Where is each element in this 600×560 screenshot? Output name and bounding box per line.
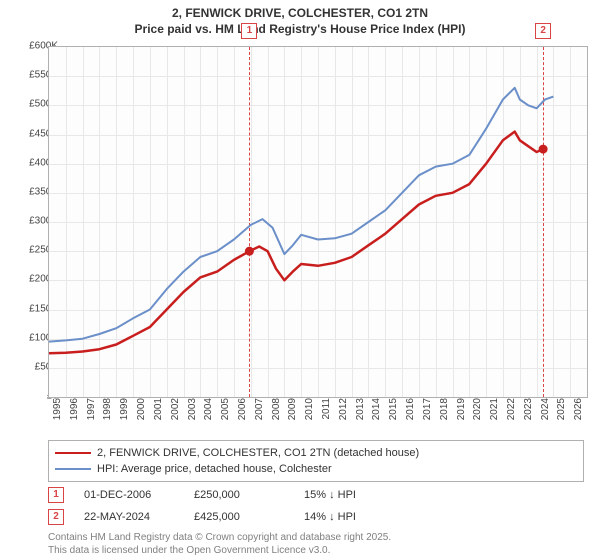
series-hpi bbox=[49, 88, 553, 342]
title-line-1: 2, FENWICK DRIVE, COLCHESTER, CO1 2TN bbox=[0, 6, 600, 22]
copyright-line-2: This data is licensed under the Open Gov… bbox=[48, 545, 391, 558]
x-tick-label: 2020 bbox=[472, 398, 483, 420]
series-lines bbox=[49, 47, 587, 397]
x-tick-label: 2025 bbox=[556, 398, 567, 420]
event-marker-icon: 2 bbox=[48, 509, 64, 525]
legend-swatch bbox=[55, 468, 91, 471]
sale-dot bbox=[245, 247, 253, 255]
event-date: 01-DEC-2006 bbox=[84, 489, 174, 501]
x-tick-label: 1999 bbox=[119, 398, 130, 420]
x-tick-label: 2011 bbox=[321, 398, 332, 420]
x-tick-label: 1995 bbox=[52, 398, 63, 420]
x-tick-label: 2007 bbox=[254, 398, 265, 420]
legend-label: HPI: Average price, detached house, Colc… bbox=[97, 461, 332, 477]
x-tick-label: 1996 bbox=[69, 398, 80, 420]
x-tick-label: 2004 bbox=[203, 398, 214, 420]
x-tick-label: 2022 bbox=[506, 398, 517, 420]
x-tick-label: 2018 bbox=[439, 398, 450, 420]
legend: 2, FENWICK DRIVE, COLCHESTER, CO1 2TN (d… bbox=[48, 440, 584, 482]
x-tick-label: 2000 bbox=[136, 398, 147, 420]
x-tick-label: 2008 bbox=[271, 398, 282, 420]
x-tick-label: 2015 bbox=[388, 398, 399, 420]
x-tick-label: 2009 bbox=[287, 398, 298, 420]
x-tick-label: 2005 bbox=[220, 398, 231, 420]
x-tick-label: 2013 bbox=[355, 398, 366, 420]
event-price: £425,000 bbox=[194, 511, 284, 523]
chart-container: 2, FENWICK DRIVE, COLCHESTER, CO1 2TN Pr… bbox=[0, 0, 600, 560]
legend-row: 2, FENWICK DRIVE, COLCHESTER, CO1 2TN (d… bbox=[55, 445, 577, 461]
x-tick-label: 2012 bbox=[338, 398, 349, 420]
x-tick-label: 2016 bbox=[405, 398, 416, 420]
x-tick-label: 2014 bbox=[371, 398, 382, 420]
x-tick-label: 2003 bbox=[187, 398, 198, 420]
marker-box: 1 bbox=[241, 23, 257, 39]
x-tick-label: 1998 bbox=[102, 398, 113, 420]
event-row: 1 01-DEC-2006 £250,000 15% ↓ HPI bbox=[48, 484, 584, 506]
sale-dot bbox=[539, 145, 547, 153]
event-row: 2 22-MAY-2024 £425,000 14% ↓ HPI bbox=[48, 506, 584, 528]
x-tick-label: 2002 bbox=[170, 398, 181, 420]
x-tick-label: 2017 bbox=[422, 398, 433, 420]
event-delta: 15% ↓ HPI bbox=[304, 489, 394, 501]
event-price: £250,000 bbox=[194, 489, 284, 501]
event-marker-icon: 1 bbox=[48, 487, 64, 503]
event-date: 22-MAY-2024 bbox=[84, 511, 174, 523]
x-tick-label: 2023 bbox=[523, 398, 534, 420]
x-tick-label: 2024 bbox=[540, 398, 551, 420]
x-tick-label: 2021 bbox=[489, 398, 500, 420]
x-tick-label: 1997 bbox=[86, 398, 97, 420]
x-tick-label: 2026 bbox=[573, 398, 584, 420]
copyright-line-1: Contains HM Land Registry data © Crown c… bbox=[48, 532, 391, 545]
legend-label: 2, FENWICK DRIVE, COLCHESTER, CO1 2TN (d… bbox=[97, 445, 419, 461]
x-tick-label: 2010 bbox=[304, 398, 315, 420]
legend-row: HPI: Average price, detached house, Colc… bbox=[55, 461, 577, 477]
plot-area: 12 bbox=[48, 46, 588, 398]
x-tick-label: 2006 bbox=[237, 398, 248, 420]
chart-title: 2, FENWICK DRIVE, COLCHESTER, CO1 2TN Pr… bbox=[0, 0, 600, 37]
copyright: Contains HM Land Registry data © Crown c… bbox=[48, 532, 391, 557]
x-tick-label: 2001 bbox=[153, 398, 164, 420]
x-tick-label: 2019 bbox=[456, 398, 467, 420]
title-line-2: Price paid vs. HM Land Registry's House … bbox=[0, 22, 600, 38]
event-delta: 14% ↓ HPI bbox=[304, 511, 394, 523]
legend-swatch bbox=[55, 452, 91, 455]
events-table: 1 01-DEC-2006 £250,000 15% ↓ HPI 2 22-MA… bbox=[48, 484, 584, 528]
marker-box: 2 bbox=[535, 23, 551, 39]
